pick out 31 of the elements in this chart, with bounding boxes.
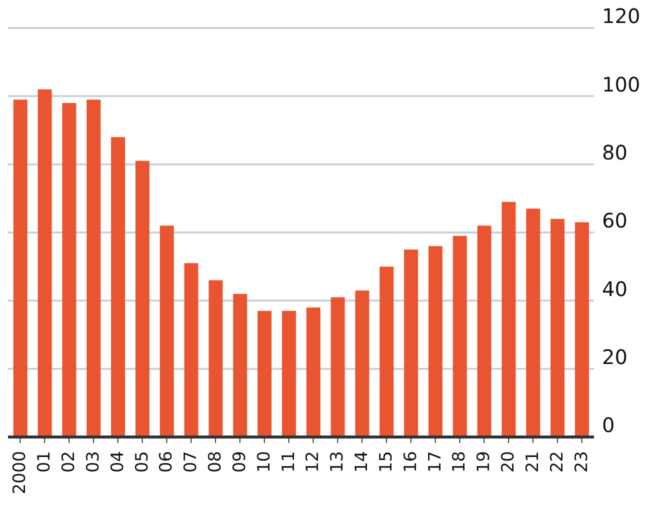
x-tick-label: 07 bbox=[181, 451, 202, 473]
x-tick-label: 05 bbox=[132, 451, 152, 473]
x-tick-label: 12 bbox=[303, 451, 324, 473]
x-tick-label: 17 bbox=[425, 451, 446, 473]
x-tick-label: 10 bbox=[254, 451, 274, 473]
x-tick-label: 22 bbox=[547, 451, 568, 473]
y-tick-label: 120 bbox=[602, 4, 640, 28]
x-tick-label: 15 bbox=[376, 451, 396, 473]
x-tick-label: 2000 bbox=[10, 451, 30, 494]
x-tick-label: 09 bbox=[230, 451, 250, 473]
x-tick-label: 16 bbox=[400, 451, 421, 473]
x-tick-label: 03 bbox=[83, 451, 104, 473]
x-tick-label: 20 bbox=[498, 451, 519, 473]
y-tick-label: 100 bbox=[602, 72, 640, 96]
x-tick-label: 02 bbox=[59, 451, 80, 473]
y-tick-label: 0 bbox=[602, 413, 615, 438]
x-tick-label: 21 bbox=[522, 451, 543, 473]
x-tick-label: 14 bbox=[352, 451, 372, 473]
y-tick-label: 80 bbox=[602, 140, 628, 164]
y-tick-label: 20 bbox=[602, 344, 628, 369]
x-tick-label: 04 bbox=[108, 451, 128, 473]
x-tick-label: 11 bbox=[278, 451, 299, 473]
y-tick-label: 60 bbox=[602, 208, 628, 233]
x-tick-label: 08 bbox=[206, 451, 226, 473]
x-tick-label: 01 bbox=[34, 451, 55, 473]
x-tick-label: 13 bbox=[328, 451, 348, 473]
y-tick-label: 40 bbox=[602, 276, 628, 301]
x-tick-label: 19 bbox=[474, 451, 494, 473]
x-tick-label: 18 bbox=[450, 451, 470, 473]
x-tick-label: 23 bbox=[572, 451, 592, 473]
x-tick-label: 06 bbox=[156, 451, 177, 473]
